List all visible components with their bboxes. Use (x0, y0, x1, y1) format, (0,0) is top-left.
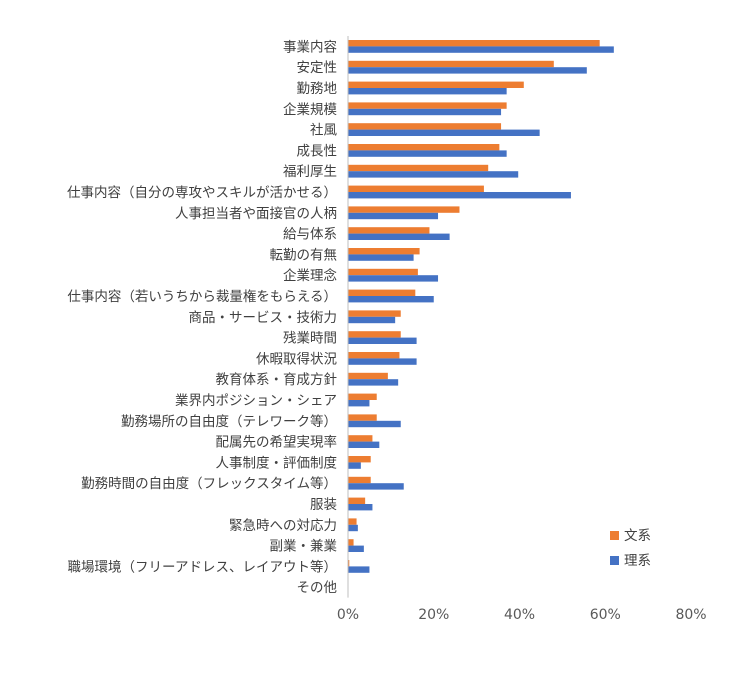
legend: 文系 理系 (610, 528, 651, 569)
legend-swatch-bunkei (610, 531, 619, 540)
bar-bunkei-20 (348, 456, 371, 463)
bar-bunkei-21 (348, 476, 371, 484)
bar-bunkei-11 (348, 268, 418, 276)
bar-rikei-12 (348, 296, 434, 303)
bar-bunkei-12 (348, 289, 416, 296)
bar-bunkei-22 (348, 497, 366, 504)
bar-rikei-21 (348, 483, 404, 490)
x-tick-label: 40% (504, 607, 535, 623)
category-label: 福利厚生 (283, 164, 337, 180)
category-label: 成長性 (297, 143, 338, 159)
category-label: 仕事内容（自分の専攻やスキルが活かせる） (67, 184, 337, 201)
bar-rikei-25 (348, 566, 370, 573)
category-label: 人事担当者や面接官の人柄 (175, 205, 337, 222)
bar-rikei-8 (348, 212, 439, 220)
bar-bunkei-18 (348, 414, 377, 421)
bar-rikei-22 (348, 504, 373, 511)
bar-rikei-16 (348, 379, 399, 386)
bar-bunkei-10 (348, 248, 420, 255)
bar-bunkei-6 (348, 164, 489, 172)
category-label: 事業内容 (283, 38, 337, 55)
bar-rikei-13 (348, 316, 396, 324)
category-label: 副業・兼業 (270, 539, 338, 555)
bar-bunkei-0 (348, 40, 600, 47)
legend-swatch-rikei (610, 556, 619, 565)
bar-bunkei-16 (348, 372, 388, 380)
bars-layer (348, 40, 614, 573)
category-label: 企業規模 (283, 101, 337, 118)
category-label: 配属先の希望実現率 (216, 434, 338, 451)
bar-rikei-17 (348, 400, 370, 407)
bar-bunkei-15 (348, 352, 400, 359)
bar-bunkei-24 (348, 539, 354, 546)
legend-label-bunkei: 文系 (624, 528, 651, 544)
bar-bunkei-25 (348, 560, 350, 567)
bar-rikei-5 (348, 150, 507, 157)
bar-rikei-3 (348, 108, 502, 116)
category-label: 教育体系・育成方針 (216, 372, 338, 388)
bar-bunkei-2 (348, 81, 524, 88)
category-label: 人事制度・評価制度 (216, 455, 338, 471)
category-label: 商品・サービス・技術力 (189, 310, 338, 326)
x-tick-label: 80% (675, 607, 706, 623)
bar-rikei-19 (348, 441, 380, 448)
category-label: その他 (297, 580, 338, 596)
category-label: 業界内ポジション・シェア (175, 393, 337, 409)
x-tick-label: 0% (337, 607, 359, 623)
bar-bunkei-9 (348, 227, 430, 234)
bar-bunkei-14 (348, 331, 401, 338)
bar-bunkei-3 (348, 102, 507, 109)
bar-rikei-18 (348, 420, 401, 428)
x-tick-label: 20% (418, 607, 449, 623)
bar-bunkei-7 (348, 185, 484, 192)
bar-bunkei-8 (348, 206, 460, 213)
category-label: 残業時間 (283, 331, 337, 347)
bar-bunkei-13 (348, 310, 401, 317)
category-label: 休暇取得状況 (256, 350, 337, 367)
category-label: 給与体系 (283, 227, 337, 243)
category-label: 勤務時間の自由度（フレックスタイム等） (81, 475, 337, 492)
legend-label-rikei: 理系 (624, 553, 651, 569)
bar-bunkei-17 (348, 393, 377, 400)
bar-rikei-4 (348, 129, 540, 136)
category-label: 勤務地 (297, 81, 338, 97)
category-label: 勤務場所の自由度（テレワーク等） (121, 413, 337, 430)
bar-rikei-15 (348, 358, 417, 365)
category-label: 企業理念 (283, 267, 337, 284)
bar-rikei-7 (348, 192, 571, 199)
x-tick-labels: 0% 20% 40% 60% 80% (337, 607, 707, 623)
bar-rikei-14 (348, 337, 417, 344)
bar-rikei-9 (348, 233, 450, 240)
bar-bunkei-5 (348, 144, 500, 151)
bar-rikei-0 (348, 46, 614, 53)
category-label: 社風 (310, 123, 337, 139)
category-label: 緊急時への対応力 (229, 518, 337, 534)
bar-rikei-10 (348, 254, 414, 261)
category-label: 仕事内容（若いうちから裁量権をもらえる） (67, 288, 337, 305)
category-labels: 事業内容安定性勤務地企業規模社風成長性福利厚生仕事内容（自分の専攻やスキルが活か… (67, 38, 337, 596)
bar-rikei-11 (348, 275, 439, 282)
category-label: 服装 (310, 497, 337, 513)
x-tick-label: 60% (590, 607, 621, 623)
bar-rikei-1 (348, 67, 587, 74)
bar-rikei-24 (348, 545, 364, 552)
category-label: 転勤の有無 (270, 247, 338, 263)
bar-bunkei-23 (348, 518, 357, 525)
bar-rikei-20 (348, 462, 361, 469)
bar-bunkei-4 (348, 123, 502, 130)
category-label: 安定性 (297, 60, 338, 76)
category-label: 職場環境（フリーアドレス、レイアウト等） (68, 558, 337, 575)
bar-bunkei-19 (348, 435, 373, 442)
bar-rikei-6 (348, 171, 519, 178)
bar-rikei-23 (348, 524, 358, 532)
bar-bunkei-1 (348, 60, 554, 68)
bar-rikei-2 (348, 88, 507, 95)
